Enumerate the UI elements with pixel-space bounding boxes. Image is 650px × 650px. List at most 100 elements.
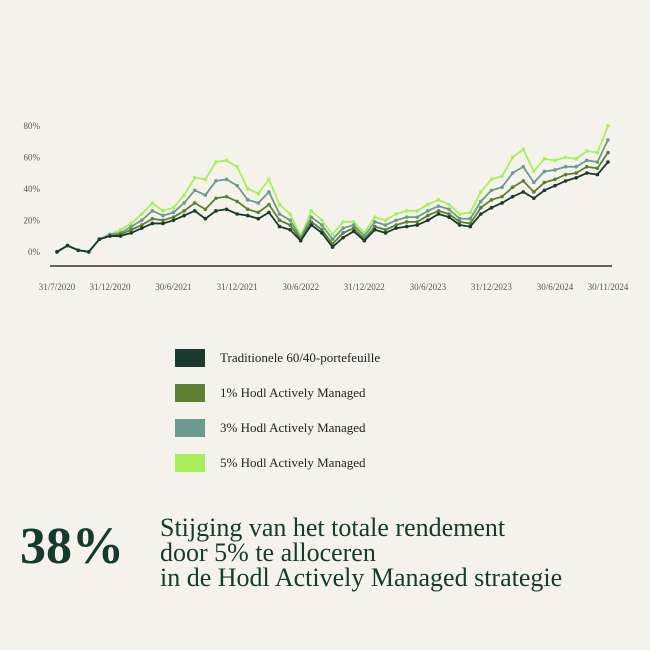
x-tick-label: 30/6/2024 [537,282,574,292]
point [288,212,292,216]
point [224,194,229,199]
point [245,213,250,218]
point [288,223,292,227]
point [118,234,123,238]
point [394,223,398,227]
point [457,212,462,216]
point [129,224,133,229]
point [192,188,197,193]
legend-swatch [175,384,205,402]
point [373,227,377,232]
point [341,226,345,230]
point [415,209,420,213]
point [479,205,483,210]
point [532,190,536,194]
point [351,226,356,230]
point [362,238,367,243]
point [182,193,186,197]
point [214,209,218,213]
point [373,220,377,224]
point [235,183,239,188]
callout-line: in de Hodl Actively Managed strategie [160,563,562,592]
point [320,231,324,235]
point [150,216,155,221]
point [330,232,335,237]
point [563,179,568,183]
point [161,213,165,218]
point [150,201,155,205]
point [245,207,250,212]
point [510,155,515,160]
point [426,213,430,218]
point [457,216,462,221]
point [532,180,536,185]
legend-label: 5% Hodl Actively Managed [220,455,366,470]
point [203,207,208,212]
point [182,209,186,213]
point [330,245,335,249]
x-tick-label: 30/6/2023 [410,282,447,292]
point [542,157,547,161]
point [341,220,345,224]
point [267,202,271,207]
point [521,179,526,183]
point [150,209,155,213]
point [288,218,292,223]
point [383,218,388,223]
point [192,175,197,180]
point [415,220,420,224]
point [479,199,483,204]
legend-label: Traditionele 60/40-portefeuille [220,350,380,365]
point [277,224,282,229]
legend-swatch [175,419,205,437]
point [585,149,589,153]
point [585,164,589,169]
point [415,223,420,227]
point [457,223,462,227]
point [426,218,430,223]
legend-label: 1% Hodl Actively Managed [220,385,366,400]
point [500,194,504,199]
point [404,215,409,219]
point [553,158,557,163]
point [351,220,356,224]
point [373,215,377,219]
legend-label: 3% Hodl Actively Managed [220,420,366,435]
point [139,226,144,230]
point [235,212,239,216]
callout-line: door 5% te alloceren [160,538,376,567]
point [436,212,441,216]
y-tick-label: 40% [24,184,41,194]
point [447,207,451,212]
point [161,221,165,226]
point [542,188,547,193]
point [574,171,579,175]
point [171,215,176,219]
point [139,223,144,227]
point [595,150,600,155]
point [150,221,155,226]
point [510,185,515,190]
x-tick-label: 31/12/2023 [471,282,513,292]
point [256,210,261,215]
point [553,177,557,182]
point [182,213,186,218]
point [404,209,409,213]
point [595,172,600,177]
point [563,164,568,169]
point [489,205,494,210]
point [373,224,377,229]
point [129,231,133,235]
point [553,183,557,188]
point [426,202,430,207]
point [532,169,536,174]
point [521,164,526,169]
point [542,169,547,174]
point [309,215,314,219]
point [267,190,271,194]
point [161,218,165,223]
point [182,201,186,205]
point [214,196,218,201]
point [267,177,271,182]
